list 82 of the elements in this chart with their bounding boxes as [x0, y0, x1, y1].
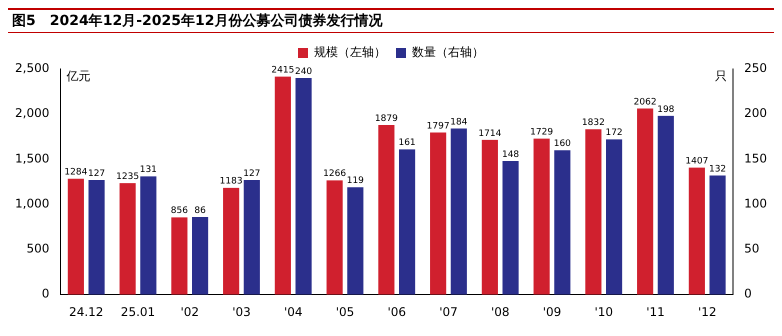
bar: [450, 128, 467, 295]
bar: [554, 150, 570, 295]
bar: [192, 216, 208, 295]
data-label: 1183: [220, 176, 243, 187]
x-tick-label: '12: [698, 304, 717, 319]
data-label: 1797: [426, 121, 450, 132]
data-label: 198: [657, 104, 675, 115]
bar: [326, 180, 343, 295]
bar: [637, 108, 654, 295]
y-tick-label: 1,000: [14, 196, 50, 210]
bar: [502, 161, 519, 295]
chart-title: 图5 2024年12月-2025年12月份公募公司债券发行情况: [8, 8, 774, 33]
x-tick-label: '04: [284, 304, 303, 319]
x-tick-label: '03: [232, 304, 251, 319]
bar: [585, 129, 602, 295]
bar: [296, 78, 312, 295]
data-label: 1266: [323, 169, 346, 180]
x-tick-label: '08: [490, 304, 510, 319]
bar: [120, 183, 136, 295]
bar: [171, 217, 188, 295]
data-label: 1714: [478, 128, 502, 139]
data-label: 1832: [582, 118, 605, 128]
y2-tick-label: 200: [744, 106, 767, 120]
y2-tick-label: 0: [744, 286, 752, 301]
bar: [710, 175, 726, 295]
y-axis-title: 亿元: [65, 69, 90, 84]
x-tick-label: 25.01: [120, 304, 156, 319]
data-label: 856: [170, 206, 188, 216]
data-label: 184: [450, 117, 468, 128]
y-tick-label: 0: [42, 286, 50, 301]
data-label: 127: [88, 168, 106, 179]
x-tick-label: '02: [180, 304, 200, 319]
y2-tick-label: 250: [744, 61, 767, 76]
bar: [68, 178, 84, 295]
bar: [399, 149, 416, 295]
y2-axis-title: 只: [715, 69, 728, 84]
bar: [378, 125, 394, 295]
data-label: 131: [140, 165, 157, 176]
bar: [534, 138, 550, 295]
data-label: 1879: [374, 114, 398, 124]
data-label: 86: [194, 206, 206, 216]
legend-label: 规模（左轴）: [314, 45, 386, 60]
data-label: 119: [346, 176, 364, 186]
x-tick-label: '11: [646, 304, 665, 319]
y2-tick-label: 100: [744, 196, 767, 210]
data-label: 132: [708, 164, 726, 174]
bar: [244, 180, 260, 295]
bar: [347, 187, 364, 295]
bar: [430, 132, 446, 295]
y-tick-label: 2,000: [14, 106, 50, 120]
y-tick-label: 1,500: [14, 151, 50, 166]
x-tick-label: '06: [387, 304, 406, 319]
bar: [606, 139, 622, 295]
data-label: 2415: [271, 66, 294, 76]
x-tick-label: 24.12: [69, 304, 104, 319]
data-label: 1235: [116, 172, 140, 182]
data-label: 148: [502, 150, 520, 160]
data-label: 160: [554, 139, 572, 150]
bar: [140, 176, 156, 295]
y2-tick-label: 50: [744, 242, 760, 256]
x-tick-label: '05: [336, 304, 354, 319]
bar: [688, 168, 705, 295]
data-label: 127: [243, 168, 260, 179]
data-label: 172: [605, 128, 623, 138]
bar: [223, 188, 240, 295]
bar: [274, 76, 291, 295]
x-tick-label: '07: [439, 304, 458, 319]
data-label: 1729: [530, 127, 554, 138]
bar: [482, 140, 498, 295]
x-tick-label: '09: [542, 304, 562, 319]
y2-tick-label: 150: [744, 151, 767, 166]
data-label: 2062: [634, 97, 657, 108]
data-label: 1284: [64, 168, 88, 178]
data-label: 1407: [685, 156, 708, 166]
data-label: 161: [398, 138, 416, 148]
bar: [88, 180, 105, 295]
y-tick-label: 2,500: [14, 61, 50, 76]
data-label: 240: [294, 66, 312, 77]
bar: [658, 116, 674, 295]
legend-label: 数量（右轴）: [412, 45, 484, 60]
y-tick-label: 500: [26, 242, 50, 256]
x-tick-label: '10: [594, 304, 614, 319]
